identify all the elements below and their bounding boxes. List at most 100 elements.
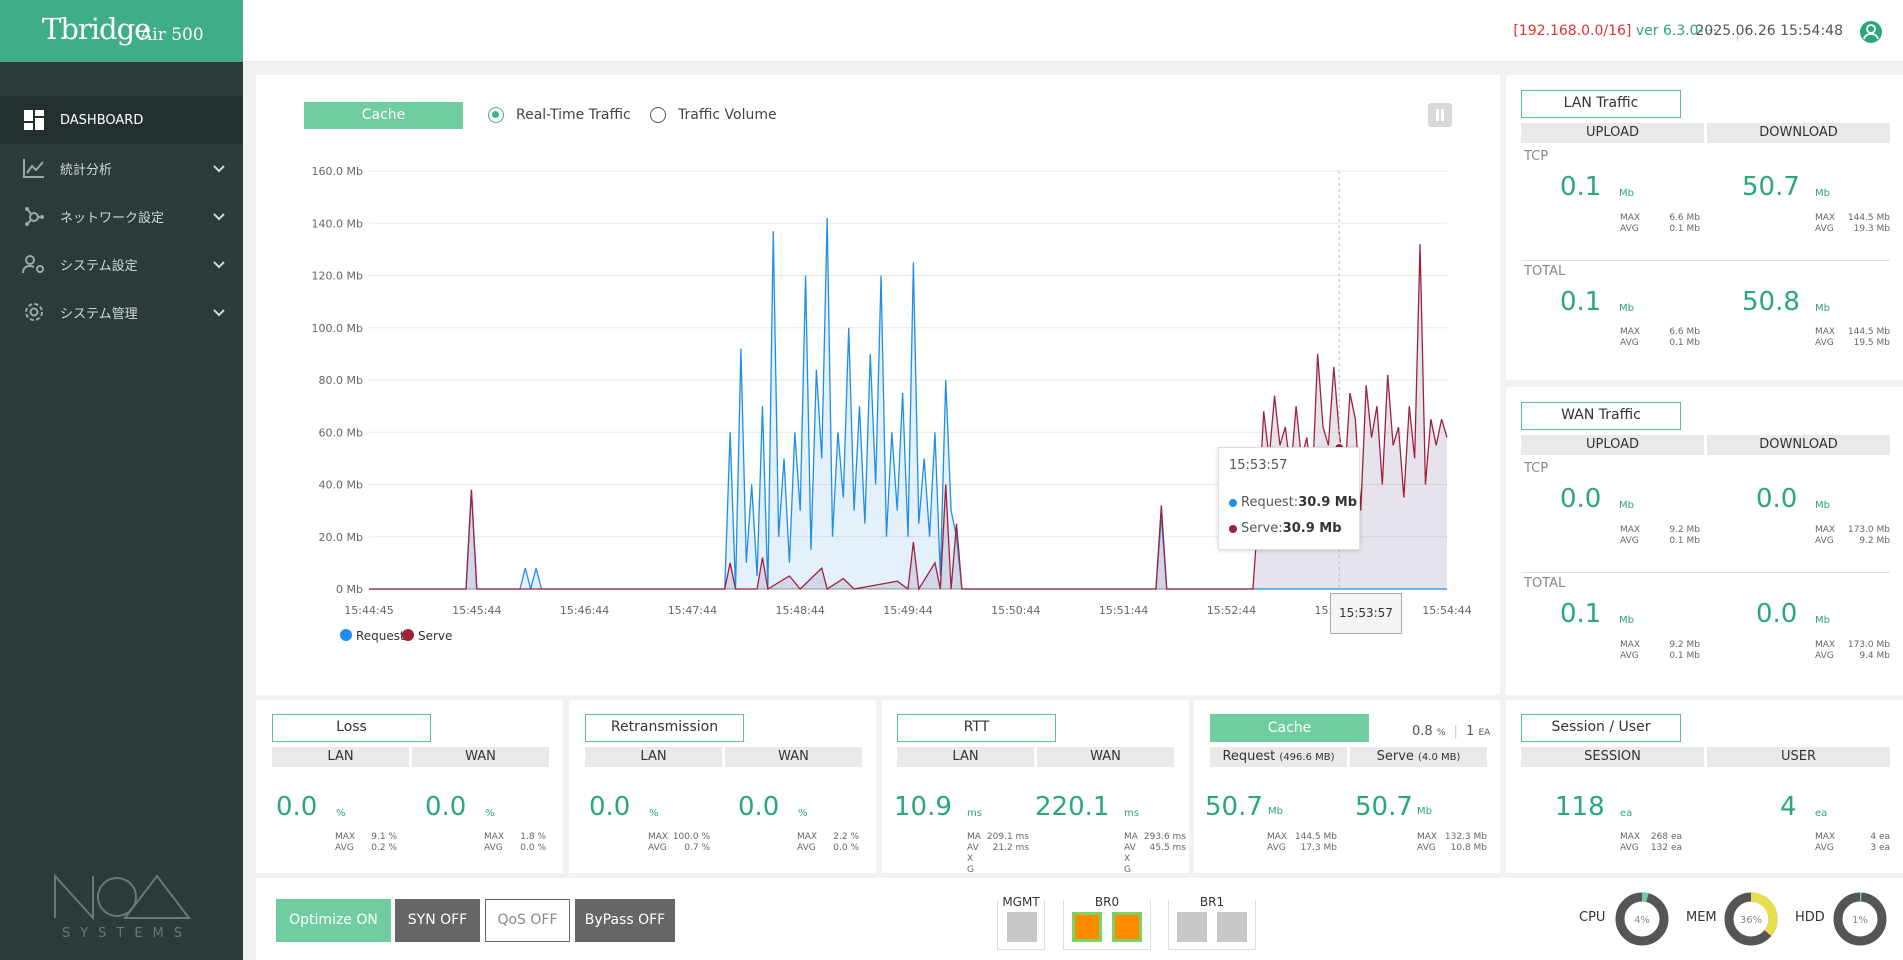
wan-traffic-title[interactable]: WAN Traffic: [1521, 402, 1681, 430]
retrans-lan-value: 0.0: [589, 792, 631, 822]
chevron-down-icon: [213, 165, 225, 173]
y-tick-label: 100.0 Mb: [312, 322, 363, 335]
sidebar-item-label: ネットワーク設定: [60, 210, 165, 226]
legend-marker-request: [340, 629, 352, 641]
pause-button[interactable]: [1428, 103, 1452, 127]
loss-wan-value: 0.0: [425, 792, 467, 822]
port-indicator[interactable]: [1217, 912, 1247, 942]
sidebar-item-network[interactable]: ネットワーク設定: [0, 192, 243, 240]
optimize-toggle[interactable]: Optimize ON: [276, 899, 391, 942]
port-indicator[interactable]: [1072, 912, 1102, 942]
port-indicator[interactable]: [1112, 912, 1142, 942]
wan-total-label: TOTAL: [1524, 576, 1566, 591]
sidebar-item-stats[interactable]: 統計分析: [0, 144, 243, 192]
wan-tcp-upload-stats: MAX 9.2 Mb AVG 0.1 Mb: [1620, 525, 1700, 546]
tooltip-serve-value: 30.9 Mb: [1282, 521, 1342, 536]
wan-tcp-label: TCP: [1524, 461, 1549, 476]
retrans-wan-value: 0.0: [738, 792, 780, 822]
y-tick-label: 60.0 Mb: [319, 426, 363, 439]
cache-title[interactable]: Cache: [1210, 714, 1369, 742]
wan-tcp-upload-value: 0.0: [1560, 484, 1602, 514]
retransmission-title[interactable]: Retransmission: [585, 714, 744, 742]
wan-tcp-download-stats: MAX 173.0 Mb AVG 9.2 Mb: [1815, 525, 1890, 546]
rtt-wan-header: WAN: [1037, 747, 1174, 767]
sidebar-item-system-settings[interactable]: システム設定: [0, 240, 243, 288]
network-icon: [22, 204, 46, 228]
cache-request-header: Request (496.6 MB): [1210, 747, 1347, 767]
retrans-lan-stats: MAX 100.0 % AVG 0.7 %: [648, 832, 710, 853]
port-indicator[interactable]: [1177, 912, 1207, 942]
cache-button[interactable]: Cache: [304, 102, 463, 129]
rtt-title[interactable]: RTT: [897, 714, 1056, 742]
series-line-request: [369, 218, 1447, 590]
session-value: 118: [1555, 792, 1605, 822]
sidebar-item-label: システム管理: [60, 306, 138, 322]
retrans-wan-header: WAN: [725, 747, 862, 767]
port-indicator[interactable]: [1007, 912, 1037, 942]
sidebar-item-system-admin[interactable]: システム管理: [0, 288, 243, 336]
qos-toggle[interactable]: QoS OFF: [485, 899, 570, 942]
x-tick-label: 15:49:44: [883, 604, 932, 617]
hdd-label: HDD: [1795, 910, 1825, 925]
x-tick-label: 15:44:45: [344, 604, 393, 617]
y-tick-label: 140.0 Mb: [312, 217, 363, 230]
loss-title[interactable]: Loss: [272, 714, 431, 742]
retrans-wan-unit: %: [798, 808, 808, 819]
wan-total-download-stats: MAX 173.0 Mb AVG 9.4 Mb: [1815, 640, 1890, 661]
bypass-toggle[interactable]: ByPass OFF: [575, 899, 675, 942]
radio-unchecked-icon: [650, 107, 666, 123]
port-group-br1: BR1: [1168, 895, 1256, 950]
lan-total-download-value: 50.8: [1742, 287, 1800, 317]
session-title[interactable]: Session / User: [1521, 714, 1681, 742]
cache-request-stats: MAX 144.5 Mb AVG 17.3 Mb: [1267, 832, 1337, 853]
lan-tcp-upload-unit: Mb: [1619, 188, 1634, 199]
retrans-lan-unit: %: [649, 808, 659, 819]
gauge-value: 1%: [1852, 915, 1868, 926]
lan-total-upload-unit: Mb: [1619, 303, 1634, 314]
cache-serve-value: 50.7: [1355, 792, 1413, 822]
cache-request-value: 50.7: [1205, 792, 1263, 822]
radio-realtime-traffic[interactable]: Real-Time Traffic: [488, 107, 631, 123]
series-line-serve: [369, 244, 1448, 591]
sidebar-item-label: 統計分析: [60, 162, 113, 178]
y-tick-label: 0 Mb: [336, 583, 363, 596]
user-unit: ea: [1815, 808, 1828, 819]
port-group-br0: BR0: [1063, 895, 1151, 950]
user-stats: MAX 4 ea AVG 3 ea: [1815, 832, 1890, 853]
y-tick-label: 40.0 Mb: [319, 479, 363, 492]
cpu-label: CPU: [1579, 910, 1606, 925]
lan-total-upload-stats: MAX 6.6 Mb AVG 0.1 Mb: [1620, 327, 1700, 348]
lan-traffic-title[interactable]: LAN Traffic: [1521, 90, 1681, 118]
gauge-fill: [1724, 892, 1778, 946]
syn-toggle[interactable]: SYN OFF: [395, 899, 480, 942]
user-value: 4: [1780, 792, 1797, 822]
logo-main: Tbridge: [42, 12, 151, 46]
gauge-fill: [1833, 892, 1887, 946]
port-group-mgmt: MGMT: [997, 895, 1045, 950]
wan-tcp-download-unit: Mb: [1815, 500, 1830, 511]
lan-tcp-upload-stats: MAX 6.6 Mb AVG 0.1 Mb: [1620, 213, 1700, 234]
user-icon[interactable]: [1859, 20, 1883, 44]
tooltip-request-value: 30.9 Mb: [1298, 495, 1358, 510]
retrans-lan-header: LAN: [585, 747, 722, 767]
top-bar: [192.168.0.0/16] ver 6.3.0-··· 2025.06.2…: [243, 0, 1903, 62]
divider: [1521, 572, 1890, 573]
tooltip-request-label: Request:: [1241, 495, 1299, 510]
loss-wan-header: WAN: [412, 747, 549, 767]
lan-tcp-download-stats: MAX 144.5 Mb AVG 19.3 Mb: [1815, 213, 1890, 234]
sidebar-nav: DASHBOARD 統計分析 ネットワーク設定 システム設定 システム管理: [0, 96, 243, 336]
loss-lan-header: LAN: [272, 747, 409, 767]
cache-hit-rate: 0.8 % | 1 EA: [1412, 724, 1491, 739]
lan-tcp-upload-value: 0.1: [1560, 172, 1602, 202]
wan-total-upload-unit: Mb: [1619, 615, 1634, 626]
legend-label-serve: Serve: [418, 629, 452, 643]
chevron-down-icon: [213, 309, 225, 317]
cache-serve-header: Serve (4.0 MB): [1350, 747, 1487, 767]
logo[interactable]: Tbridge Air 500: [0, 0, 243, 62]
tooltip-time: 15:53:57: [1229, 458, 1288, 473]
sidebar-item-dashboard[interactable]: DASHBOARD: [0, 96, 243, 144]
radio-traffic-volume[interactable]: Traffic Volume: [650, 107, 777, 123]
y-tick-label: 20.0 Mb: [319, 531, 363, 544]
version: ver 6.3.0-···: [1635, 23, 1717, 39]
y-tick-label: 160.0 Mb: [312, 165, 363, 178]
